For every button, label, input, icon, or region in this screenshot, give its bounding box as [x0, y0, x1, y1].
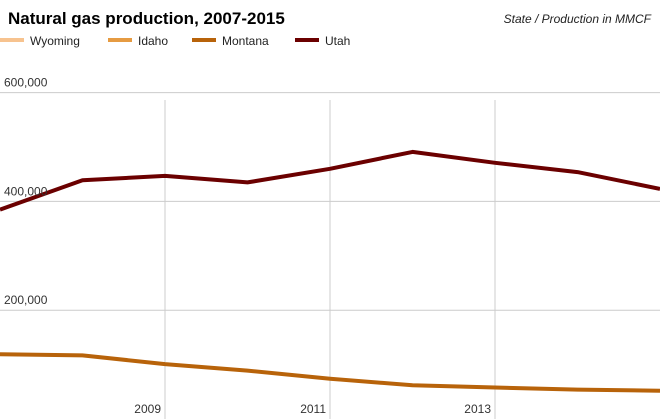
x-tick-label: 2009 [134, 402, 161, 416]
x-axis-ticks: 2009 2011 2013 [134, 402, 491, 416]
y-tick-label: 600,000 [4, 76, 48, 90]
legend-label-idaho: Idaho [138, 34, 168, 48]
x-tick-label: 2011 [300, 402, 326, 416]
grid-lines [0, 92, 660, 419]
chart-title: Natural gas production, 2007-2015 [8, 9, 285, 28]
legend-label-wyoming: Wyoming [30, 34, 80, 48]
chart-subtitle: State / Production in MMCF [504, 12, 652, 26]
legend: Wyoming Idaho Montana Utah [0, 34, 350, 48]
legend-label-utah: Utah [325, 34, 350, 48]
x-tick-label: 2013 [464, 402, 491, 416]
series-lines [0, 149, 660, 393]
y-tick-label: 400,000 [4, 184, 48, 198]
legend-label-montana: Montana [222, 34, 269, 48]
y-axis-ticks: 200,000 400,000 600,000 [4, 76, 48, 308]
series-line-montana [0, 352, 660, 393]
y-tick-label: 200,000 [4, 293, 48, 307]
series-line-utah [0, 149, 660, 212]
